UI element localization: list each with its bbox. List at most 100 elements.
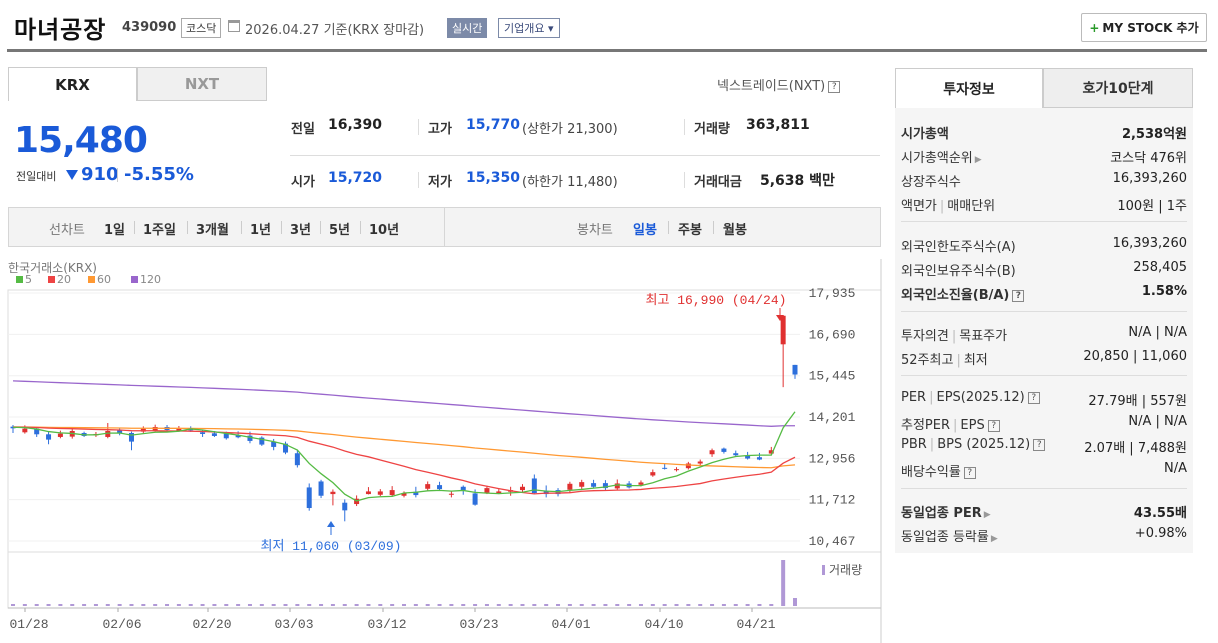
help-icon[interactable]: ? <box>963 467 976 479</box>
tab-hoga[interactable]: 호가10단계 <box>1043 68 1193 108</box>
volume-bar <box>319 604 324 606</box>
volume-bar <box>532 604 537 606</box>
nxt-info-label: 넥스트레이드(NXT) <box>717 79 826 94</box>
candle-body <box>401 493 407 496</box>
stat-divider <box>418 119 419 135</box>
change-label: 전일대비 <box>16 170 57 183</box>
low-label: 저가 <box>428 175 452 190</box>
volume-bar <box>176 604 181 606</box>
volume-frame <box>7 551 882 609</box>
x-tick-label: 03/23 <box>459 617 498 632</box>
volume-bar <box>271 604 276 606</box>
realtime-button[interactable]: 실시간 <box>447 18 488 38</box>
tab-nxt[interactable]: NXT <box>137 67 267 101</box>
period-weekly[interactable]: 주봉 <box>678 223 702 238</box>
caret-right-icon: ▶ <box>983 510 991 520</box>
candle-body <box>721 448 727 452</box>
per-row: PER | EPS(2025.12)? 27.79배 | 557원 <box>901 388 1187 410</box>
par-label: 액면가 | 매매단위 <box>901 195 995 214</box>
opinion-row: 투자의견 | 목표주가 N/A | N/A <box>901 323 1187 345</box>
price-chart[interactable]: 17,935 16,690 15,445 14,201 12,956 11,712 10,4… <box>0 0 890 643</box>
candle-body <box>496 491 502 494</box>
period-10y[interactable]: 10년 <box>369 223 400 238</box>
legend-swatch <box>16 276 23 283</box>
candle-chart-label: 봉차트 <box>577 223 613 238</box>
period-1y[interactable]: 1년 <box>250 223 272 238</box>
period-divider <box>668 221 669 234</box>
period-divider <box>320 221 321 234</box>
market-cap-value: 2,538억원 <box>1121 127 1187 142</box>
period-divider <box>187 221 188 234</box>
high-annotation: 최고 16,990 (04/24) <box>646 293 787 308</box>
nxt-info-link[interactable]: 넥스트레이드(NXT)? <box>717 75 841 94</box>
pipe-divider: | <box>951 329 957 344</box>
volume-bar <box>473 604 478 606</box>
header-divider <box>7 49 1207 52</box>
current-price: 15,480 <box>14 120 148 161</box>
volume-bar <box>165 604 170 606</box>
tab-invest-info[interactable]: 투자정보 <box>895 68 1043 108</box>
my-stock-add-button[interactable]: + MY STOCK 추가 <box>1081 13 1207 42</box>
w52-value: 20,850 | 11,060 <box>1083 349 1187 364</box>
volume-bar <box>307 604 312 606</box>
candle-body <box>519 486 525 491</box>
period-divider <box>241 221 242 234</box>
per-value: 27.79배 | 557원 <box>1088 394 1187 409</box>
div-value: N/A <box>1164 461 1187 476</box>
period-3y[interactable]: 3년 <box>290 223 312 238</box>
tab-krx[interactable]: KRX <box>8 67 137 101</box>
x-tick-label: 04/01 <box>551 617 590 632</box>
rank-label[interactable]: 시가총액순위 ▶ <box>901 147 982 166</box>
period-divider <box>134 221 135 234</box>
help-icon[interactable]: ? <box>1027 392 1040 404</box>
pipe-divider: | <box>939 199 945 214</box>
volume-bar <box>686 604 691 606</box>
volume-bar <box>591 604 596 606</box>
foreign-hold-row: 외국인보유주식수(B) 258,405 <box>901 258 1187 280</box>
pbr-row: PBR | BPS (2025.12)? 2.07배 | 7,488원 <box>901 435 1187 457</box>
candle-body <box>247 435 253 441</box>
volume-bar <box>390 604 395 606</box>
candle-body <box>567 483 573 490</box>
period-5y[interactable]: 5년 <box>329 223 351 238</box>
sector-per-label[interactable]: 동일업종 PER ▶ <box>901 502 991 521</box>
pbr-label-text: PBR <box>901 437 927 452</box>
candle-body <box>638 482 644 485</box>
per-label-text: PER <box>901 390 927 405</box>
volume-bar <box>224 604 229 606</box>
period-1d[interactable]: 1일 <box>104 223 126 238</box>
help-icon[interactable]: ? <box>987 420 1000 432</box>
candle-body <box>709 450 715 455</box>
est-per-label: 추정PER | EPS? <box>901 414 1000 433</box>
pbr-label: PBR | BPS (2025.12)? <box>901 437 1046 452</box>
volume-legend-swatch <box>822 565 825 575</box>
period-3m[interactable]: 3개월 <box>196 223 229 238</box>
help-icon[interactable]: ? <box>1033 439 1046 451</box>
opinion-value: N/A | N/A <box>1128 325 1187 340</box>
down-arrow-icon <box>66 170 78 180</box>
period-daily[interactable]: 일봉 <box>633 223 657 238</box>
volume-bar <box>141 604 146 606</box>
volume-bar <box>82 604 87 606</box>
sector-rate-label[interactable]: 동일업종 등락률 ▶ <box>901 526 998 545</box>
help-icon[interactable]: ? <box>1012 290 1025 302</box>
sector-rate-row: 동일업종 등락률 ▶ +0.98% <box>901 524 1187 546</box>
candle-body <box>389 490 395 496</box>
corp-info-dropdown[interactable]: 기업개요 ▾ <box>498 18 560 38</box>
foreign-rate-row: 외국인소진율(B/A)? 1.58% <box>901 282 1187 304</box>
candle-body <box>460 486 466 491</box>
stat-divider <box>684 119 685 135</box>
help-icon[interactable]: ? <box>828 81 841 93</box>
period-monthly[interactable]: 월봉 <box>723 223 747 238</box>
volume-bar <box>425 604 430 606</box>
candle-body <box>22 428 28 433</box>
volume-bar <box>295 604 300 606</box>
stock-code: 439090 <box>122 20 177 35</box>
y-tick-label: 17,935 <box>809 286 856 301</box>
candle-body <box>235 435 241 438</box>
shares-row: 상장주식수 16,393,260 <box>901 169 1187 191</box>
volume-bar <box>402 604 406 606</box>
period-1w[interactable]: 1주일 <box>143 223 176 238</box>
low-value: 15,350 <box>466 170 521 186</box>
volume-bar <box>212 604 217 606</box>
